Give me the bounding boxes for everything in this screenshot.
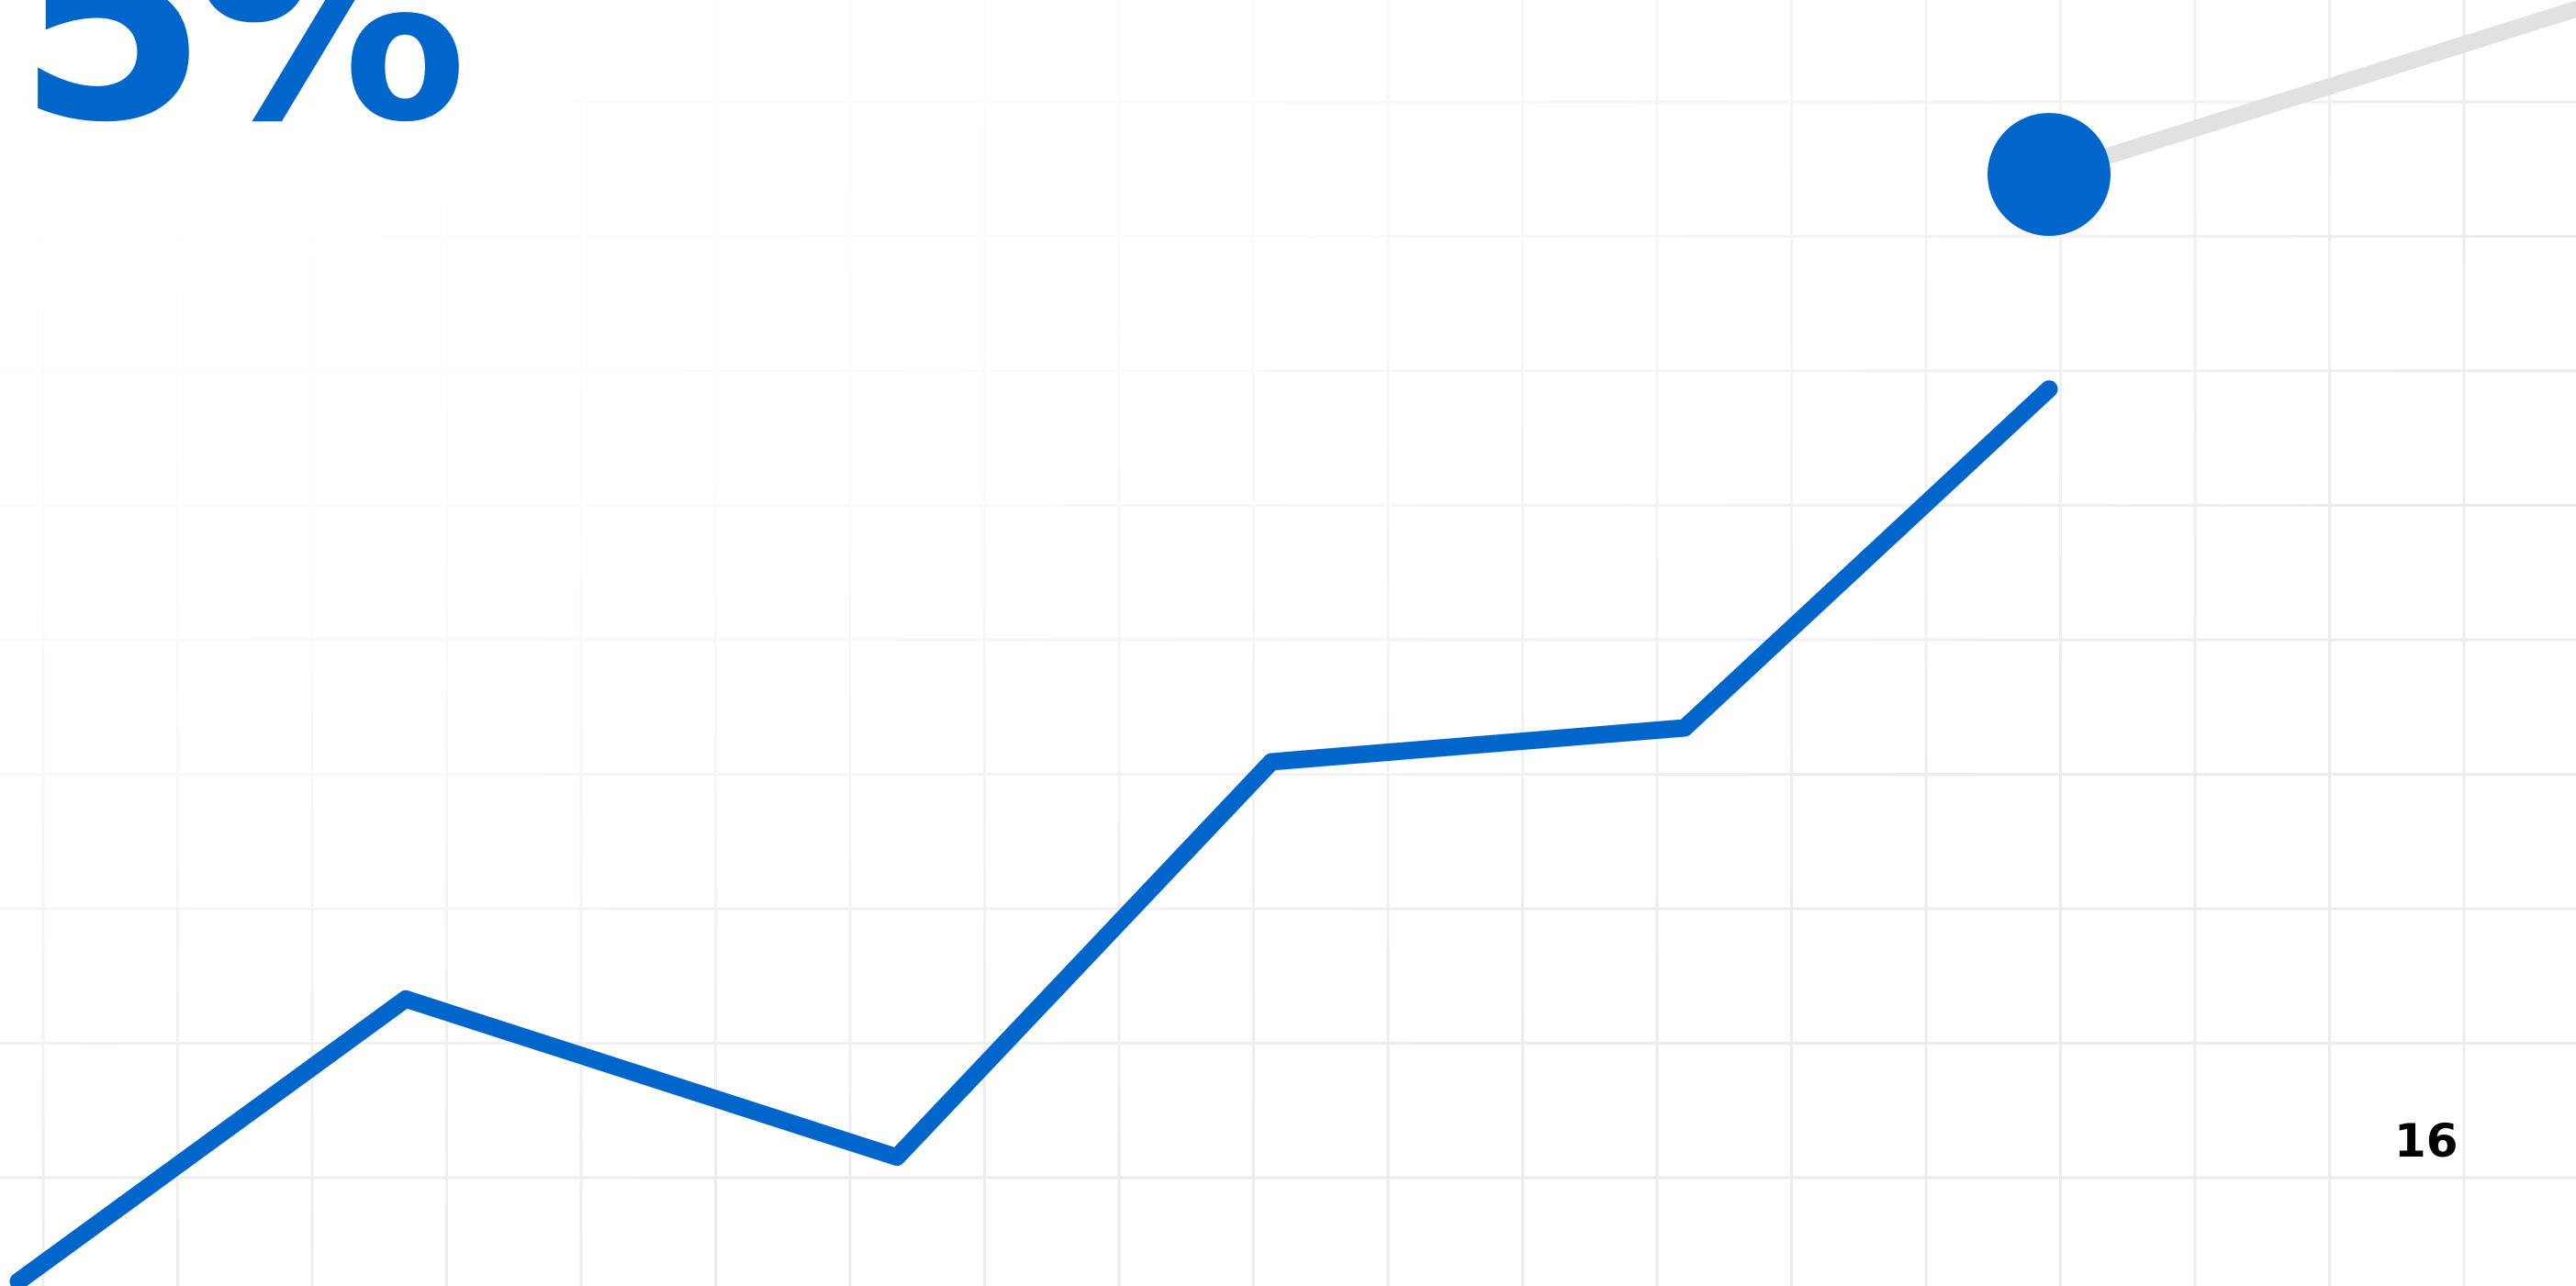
page-number: 16 (2394, 1114, 2458, 1168)
headline-line-2: escalation (577, 0, 1091, 5)
series-line (9, 380, 2058, 1286)
headline: escalation (577, 0, 1091, 5)
end-point-marker (1988, 113, 2111, 236)
stat-value: 5% (17, 0, 467, 183)
projection-line (2041, 1, 2576, 183)
